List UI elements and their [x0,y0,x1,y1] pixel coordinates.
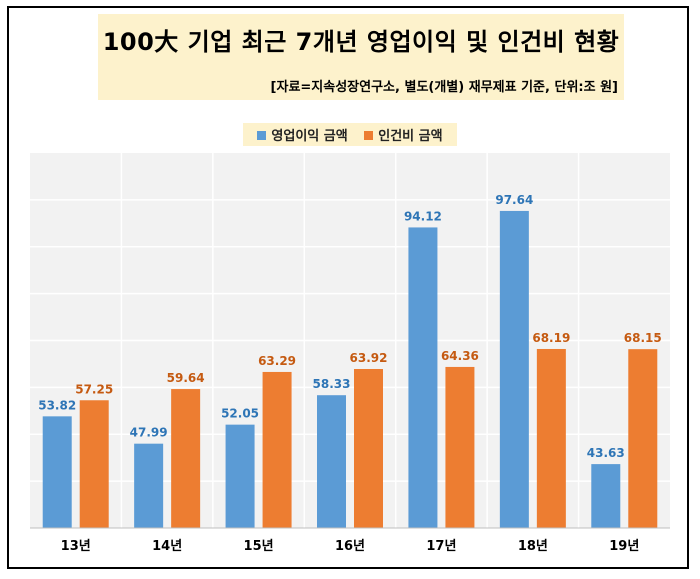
bar-labor-cost [171,389,201,528]
bar-labor-cost [445,366,475,528]
bar-operating-profit [317,395,346,528]
x-tick-label: 18년 [518,539,548,554]
legend: 영업이익 금액 인건비 금액 [0,123,700,146]
bar-operating-profit [225,424,255,528]
bar-operating-profit [42,416,72,528]
data-label: 63.92 [350,351,388,365]
data-label: 58.33 [313,377,351,391]
data-label: 52.05 [221,407,259,421]
bar-labor-cost [79,400,109,528]
data-label: 68.19 [532,331,570,345]
data-label: 43.63 [587,446,625,460]
data-label: 64.36 [441,349,479,363]
source-note: [자료=지속성장연구소, 별도(개별) 재무제표 기준, 단위:조 원] [270,80,618,95]
title-box: 100大 기업 최근 7개년 영업이익 및 인건비 현황 [자료=지속성장연구소… [98,14,624,100]
data-label: 94.12 [404,209,442,223]
bar-labor-cost [354,369,383,528]
data-label: 53.82 [38,398,76,412]
data-label: 68.15 [624,331,662,345]
legend-item-labor-cost: 인건비 금액 [364,125,443,144]
legend-item-operating-profit: 영업이익 금액 [257,125,348,144]
x-tick-label: 14년 [152,539,182,554]
legend-label-labor-cost: 인건비 금액 [378,129,443,144]
legend-label-operating-profit: 영업이익 금액 [271,129,348,144]
bar-operating-profit [499,210,529,528]
data-label: 57.25 [75,382,113,396]
x-tick-label: 17년 [426,539,456,554]
x-tick-label: 16년 [335,539,365,554]
bar-operating-profit [591,464,621,528]
data-label: 59.64 [167,371,205,385]
bar-labor-cost [262,371,292,528]
bar-operating-profit [408,227,438,528]
bar-labor-cost [628,349,658,528]
data-label: 47.99 [130,426,168,440]
x-tick-label: 15년 [244,539,274,554]
x-tick-label: 13년 [61,539,91,554]
bar-labor-cost [536,348,566,528]
data-label: 63.29 [258,354,296,368]
data-label: 97.64 [495,193,533,207]
legend-swatch-operating-profit [257,131,267,140]
legend-swatch-labor-cost [364,131,374,140]
bar-operating-profit [134,443,164,528]
chart-title: 100大 기업 최근 7개년 영업이익 및 인건비 현황 [102,28,620,56]
x-tick-label: 19년 [609,539,639,554]
